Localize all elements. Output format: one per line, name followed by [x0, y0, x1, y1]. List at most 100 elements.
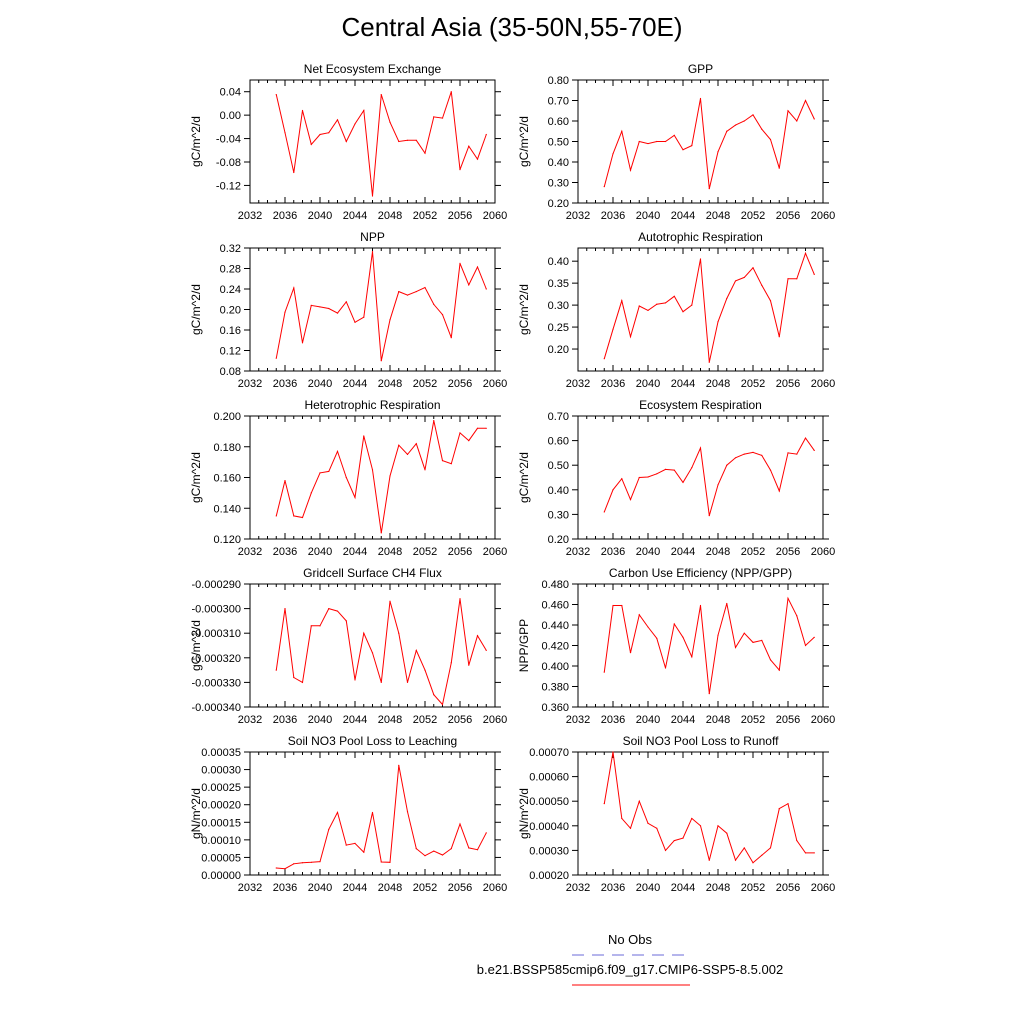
x-tick-label: 2060 — [811, 378, 835, 390]
data-point — [699, 825, 702, 827]
y-tick-label: 0.140 — [213, 503, 241, 515]
y-tick-label: 0.00025 — [201, 782, 241, 794]
data-point — [796, 278, 798, 280]
data-point — [629, 169, 632, 171]
data-point — [398, 290, 400, 293]
data-point — [691, 145, 693, 147]
data-point — [691, 304, 693, 306]
data-point — [441, 314, 444, 316]
data-point — [603, 671, 605, 673]
data-point — [761, 854, 763, 856]
y-axis-label: gN/m^2/d — [517, 788, 531, 839]
data-point — [433, 420, 435, 422]
y-tick-label: 0.00010 — [201, 835, 241, 847]
x-tick-label: 2036 — [601, 546, 625, 558]
data-point — [406, 294, 409, 296]
panel-heterotrophic-respiration: Heterotrophic Respiration gC/m^2/d 2032 203… — [189, 398, 507, 558]
data-point — [813, 273, 815, 275]
data-point — [468, 847, 470, 849]
y-tick-label: 0.420 — [541, 641, 569, 653]
series-line-0 — [603, 596, 815, 694]
data-point — [415, 443, 417, 445]
data-point — [761, 128, 763, 130]
data-point — [708, 188, 710, 190]
data-point — [638, 614, 640, 616]
data-point — [638, 140, 640, 143]
x-tick-label: 2044 — [671, 714, 695, 726]
data-point — [813, 449, 815, 452]
data-point — [752, 641, 754, 644]
data-point — [804, 852, 807, 854]
y-tick-label: 0.20 — [548, 534, 569, 546]
data-point — [354, 123, 356, 125]
data-point — [787, 597, 789, 599]
y-tick-label: 0.360 — [541, 702, 569, 714]
data-point — [796, 615, 798, 617]
data-point — [415, 139, 417, 141]
data-point — [389, 861, 391, 863]
y-tick-label: 0.00005 — [201, 852, 241, 864]
data-point — [778, 807, 780, 810]
data-point — [301, 109, 304, 112]
data-point — [787, 452, 789, 454]
data-point — [284, 132, 286, 134]
data-point — [345, 476, 347, 479]
y-tick-label: 0.00015 — [201, 817, 241, 829]
series-points — [275, 250, 487, 362]
data-point — [804, 644, 807, 647]
plot-frame — [577, 583, 824, 708]
x-tick-label: 2040 — [636, 714, 660, 726]
y-tick-label: 0.32 — [220, 243, 241, 255]
data-point — [621, 817, 623, 820]
x-tick-label: 2060 — [483, 210, 507, 222]
x-tick-label: 2044 — [343, 882, 367, 894]
data-point — [328, 132, 330, 134]
data-point — [406, 811, 409, 813]
data-point — [647, 476, 649, 478]
y-tick-label: 0.480 — [541, 579, 569, 591]
y-tick-label: 0.460 — [541, 600, 569, 612]
data-point — [293, 515, 295, 517]
y-axis-label: gC/m^2/d — [189, 284, 203, 335]
x-tick-label: 2060 — [811, 546, 835, 558]
y-tick-label: 0.380 — [541, 682, 569, 694]
y-tick-label: 0.00030 — [201, 765, 241, 777]
y-tick-label: -0.000330 — [191, 677, 241, 689]
data-point — [638, 305, 640, 307]
x-tick-label: 2056 — [776, 378, 800, 390]
y-tick-label: 0.25 — [548, 322, 569, 334]
data-point — [433, 850, 435, 852]
data-point — [275, 669, 277, 671]
data-point — [734, 859, 737, 861]
data-point — [769, 847, 772, 849]
data-point — [398, 140, 400, 143]
x-tick-label: 2056 — [448, 882, 472, 894]
panel-title: Soil NO3 Pool Loss to Leaching — [288, 734, 457, 748]
data-point — [380, 681, 382, 684]
y-tick-label: 0.00020 — [529, 870, 569, 882]
panel-title: Autotrophic Respiration — [638, 230, 763, 244]
panel-carbon-use-efficiency-npp-gpp: Carbon Use Efficiency (NPP/GPP) NPP/GPP 20… — [517, 566, 835, 726]
x-tick-label: 2048 — [378, 546, 402, 558]
data-point — [682, 149, 684, 151]
data-point — [612, 751, 614, 753]
data-point — [708, 515, 710, 517]
data-point — [319, 133, 321, 136]
data-point — [717, 484, 719, 486]
data-point — [682, 481, 684, 484]
panel-net-ecosystem-exchange: Net Ecosystem Exchange gC/m^2/d 2032 2036 20… — [189, 62, 507, 222]
x-tick-label: 2056 — [776, 546, 800, 558]
plot-frame — [577, 415, 824, 540]
series-line-0 — [603, 251, 815, 363]
y-tick-label: 0.30 — [548, 178, 569, 190]
data-point — [752, 114, 754, 116]
y-tick-label: 0.00000 — [201, 870, 241, 882]
y-axis-label: gC/m^2/d — [517, 116, 531, 167]
x-tick-label: 2032 — [238, 546, 262, 558]
data-point — [293, 676, 295, 679]
y-axis-label: gC/m^2/d — [189, 452, 203, 503]
y-tick-label: 0.40 — [548, 157, 569, 169]
data-point — [647, 822, 649, 824]
data-point — [310, 625, 312, 627]
y-tick-label: 0.70 — [548, 96, 569, 108]
